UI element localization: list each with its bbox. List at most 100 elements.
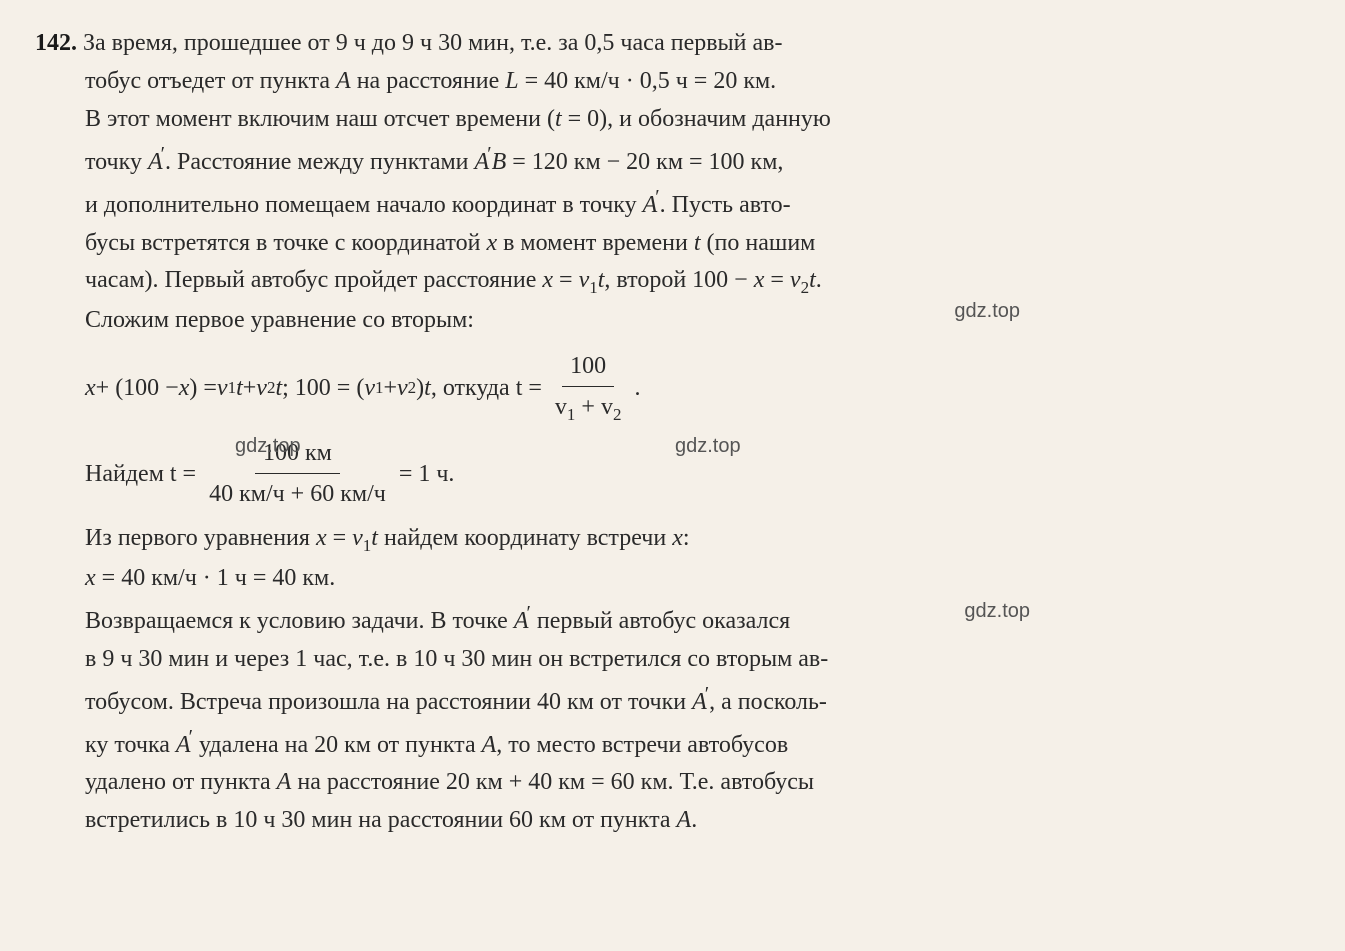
text: Найдем t =	[85, 456, 196, 492]
text: =	[553, 267, 579, 293]
text: .	[691, 807, 697, 833]
text: часам). Первый автобус пройдет расстояни…	[85, 267, 542, 293]
denominator: v1 + v2	[547, 387, 630, 427]
text: Сложим первое уравнение со вторым:	[85, 307, 474, 333]
numerator: 100	[562, 348, 614, 387]
text: тобус отъедет от пункта	[85, 68, 336, 94]
text: тобусом. Встреча произошла на расстоянии…	[85, 689, 692, 715]
line-6: бусы встретятся в точке с координатой x …	[35, 225, 1310, 263]
sub: 1	[375, 375, 384, 401]
text: = 40 км/ч · 1 ч = 40 км.	[96, 565, 336, 591]
var-A: A	[482, 732, 497, 758]
text: ; 100 = (	[282, 370, 364, 406]
text: +	[243, 370, 257, 406]
text: удалена на 20 км от пункта	[193, 732, 482, 758]
text: = 1 ч.	[399, 456, 455, 492]
line-8: Сложим первое уравнение со вторым:	[35, 302, 1310, 340]
watermark: gdz.top	[964, 600, 1030, 623]
text: В этот момент включим наш отсчет времени…	[85, 106, 555, 132]
line-5: и дополнительно помещаем начало координа…	[35, 182, 1310, 225]
text: )	[416, 370, 424, 406]
text: ку точка	[85, 732, 176, 758]
var-x: x	[542, 267, 553, 293]
text: .	[816, 267, 822, 293]
line-16: ку точка A′ удалена на 20 км от пункта A…	[35, 722, 1310, 765]
text: .	[634, 370, 640, 406]
line-18: встретились в 10 ч 30 мин на расстоянии …	[35, 802, 1310, 840]
line-1: 142. За время, прошедшее от 9 ч до 9 ч 3…	[35, 25, 1310, 63]
line-17: удалено от пункта A на расстояние 20 км …	[35, 764, 1310, 802]
fraction: 100 v1 + v2	[547, 348, 630, 427]
var-x: x	[754, 267, 765, 293]
var-v: v	[397, 370, 408, 406]
text: , второй 100 −	[604, 267, 753, 293]
var-x: x	[316, 525, 327, 551]
line-4: точку A′. Расстояние между пунктами A′B …	[35, 139, 1310, 182]
text: , то место встречи автобусов	[496, 732, 788, 758]
text: бусы встретятся в точке с координатой	[85, 230, 486, 256]
text: =	[764, 267, 790, 293]
problem-container: 142. За время, прошедшее от 9 ч до 9 ч 3…	[35, 25, 1310, 840]
var-v: v	[579, 267, 590, 293]
text: За время, прошедшее от 9 ч до 9 ч 30 мин…	[83, 30, 783, 56]
var-x: x	[85, 370, 96, 406]
var-t: t	[371, 525, 378, 551]
text: = 0), и обозначим данную	[562, 106, 831, 132]
var-t: t	[809, 267, 816, 293]
text: , откуда t =	[431, 370, 542, 406]
var-v: v	[256, 370, 267, 406]
sub: 2	[408, 375, 417, 401]
var-L: L	[505, 68, 518, 94]
line-2: тобус отъедет от пункта A на расстояние …	[35, 63, 1310, 101]
text: встретились в 10 ч 30 мин на расстоянии …	[85, 807, 677, 833]
var-v: v	[364, 370, 375, 406]
text: +	[383, 370, 397, 406]
sub: 2	[267, 375, 276, 401]
line-14: в 9 ч 30 мин и через 1 час, т.е. в 10 ч …	[35, 641, 1310, 679]
var-v: v	[352, 525, 363, 551]
formula-2: Найдем t = 100 км 40 км/ч + 60 км/ч = 1 …	[35, 435, 1310, 512]
var-x: x	[179, 370, 190, 406]
line-15: тобусом. Встреча произошла на расстоянии…	[35, 679, 1310, 722]
formula-1: x + (100 − x) = v1t + v2t; 100 = (v1 + v…	[35, 348, 1310, 427]
var-v: v	[790, 267, 801, 293]
problem-number: 142.	[35, 30, 77, 56]
line-13: Возвращаемся к условию задачи. В точке A…	[35, 598, 1310, 641]
sub: 2	[801, 278, 810, 297]
denominator: 40 км/ч + 60 км/ч	[201, 474, 394, 512]
var-t: t	[275, 370, 282, 406]
sub: 1	[228, 375, 237, 401]
var-x: x	[486, 230, 497, 256]
text: точку	[85, 149, 148, 175]
var-B: B	[492, 149, 507, 175]
text: + (100 −	[96, 370, 179, 406]
text: удалено от пункта	[85, 769, 277, 795]
text: первый автобус оказался	[531, 608, 790, 634]
text: ) =	[189, 370, 217, 406]
var-t: t	[555, 106, 562, 132]
watermark: gdz.top	[235, 435, 301, 458]
text: на расстояние 20 км + 40 км = 60 км. Т.е…	[291, 769, 814, 795]
line-3: В этот момент включим наш отсчет времени…	[35, 101, 1310, 139]
text: Возвращаемся к условию задачи. В точке	[85, 608, 514, 634]
var-x: x	[672, 525, 683, 551]
text: (по нашим	[701, 230, 816, 256]
var-t: t	[424, 370, 431, 406]
text: :	[683, 525, 690, 551]
text: найдем координату встречи	[378, 525, 672, 551]
text: в момент времени	[497, 230, 694, 256]
var-x: x	[85, 565, 96, 591]
text: =	[327, 525, 353, 551]
text: = 120 км − 20 км = 100 км,	[506, 149, 783, 175]
text: , а посколь-	[709, 689, 827, 715]
line-12: x = 40 км/ч · 1 ч = 40 км.	[35, 560, 1310, 598]
text: . Пусть авто-	[660, 192, 791, 218]
var-A: A	[336, 68, 351, 94]
var-t: t	[694, 230, 701, 256]
var-v: v	[217, 370, 228, 406]
text: и дополнительно помещаем начало координа…	[85, 192, 643, 218]
text: на расстояние	[351, 68, 506, 94]
var-A: A	[677, 807, 692, 833]
text: . Расстояние между пунктами	[165, 149, 475, 175]
text: = 40 км/ч · 0,5 ч = 20 км.	[519, 68, 777, 94]
